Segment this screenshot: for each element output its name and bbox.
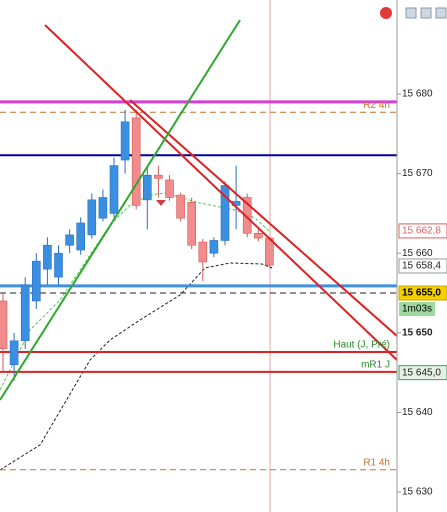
candle-body: [187, 201, 196, 246]
candle-body: [176, 194, 185, 219]
candle-body: [254, 233, 263, 239]
overlay: [0, 19, 398, 401]
y-tick-label: 15 640: [402, 407, 433, 418]
moving-average-fast: [0, 192, 271, 391]
arrow-marker: [156, 200, 166, 206]
price-tag: [398, 258, 447, 274]
candle-body: [65, 234, 74, 246]
moving-average-slow: [0, 262, 273, 471]
candle-body: [31, 260, 41, 302]
candle-body: [209, 240, 219, 254]
toolbar: [380, 7, 447, 19]
refresh-icon[interactable]: [380, 7, 392, 19]
y-tick-label: 15 630: [402, 487, 433, 498]
y-tick-label: 15 680: [402, 89, 433, 100]
candle-body: [20, 284, 30, 342]
countdown: 1m03s: [402, 304, 432, 315]
plot-area: [0, 0, 397, 512]
y-tick-label: 15 670: [402, 168, 433, 179]
price-tag: [398, 285, 447, 301]
price-tag: [398, 223, 447, 239]
candle-body: [0, 300, 8, 350]
candle-body: [131, 117, 141, 206]
candle-body: [9, 340, 19, 365]
level-label: R2 4h: [363, 100, 390, 111]
price-tag-label: 15 662,8: [402, 226, 441, 237]
level-label: mR1 J: [361, 359, 390, 370]
candle-body: [154, 174, 163, 179]
trend-line[interactable]: [129, 99, 398, 337]
level-label: Haut (J, Pré): [333, 340, 390, 351]
candle-body: [54, 252, 63, 278]
price-tag: [398, 365, 447, 381]
price-tag-label: 15 658,4: [402, 261, 441, 272]
candle-body: [220, 185, 230, 241]
trend-line[interactable]: [44, 24, 398, 361]
minimize-icon[interactable]: [405, 7, 417, 19]
maximize-icon[interactable]: [420, 7, 432, 19]
price-tag-label: 15 655,0: [402, 288, 441, 299]
candle-body: [87, 199, 97, 236]
candle-body: [76, 222, 85, 251]
y-tick-label: 15 650: [402, 327, 433, 338]
countdown-box: [399, 302, 435, 317]
trend-line[interactable]: [0, 19, 241, 401]
candle-body: [43, 244, 52, 270]
candle-body: [198, 241, 208, 263]
candle-body: [98, 197, 108, 219]
candle-body: [109, 165, 119, 214]
candle-body: [165, 179, 174, 198]
y-tick-label: 15 660: [402, 248, 433, 259]
candle-body: [143, 174, 152, 201]
price-axis: [397, 0, 447, 512]
candle-body: [242, 197, 252, 234]
close-icon[interactable]: [435, 7, 447, 19]
level-label: R1 4h: [363, 457, 390, 468]
candle-body: [120, 121, 130, 161]
price-tag-label: 15 645,0: [402, 367, 441, 378]
